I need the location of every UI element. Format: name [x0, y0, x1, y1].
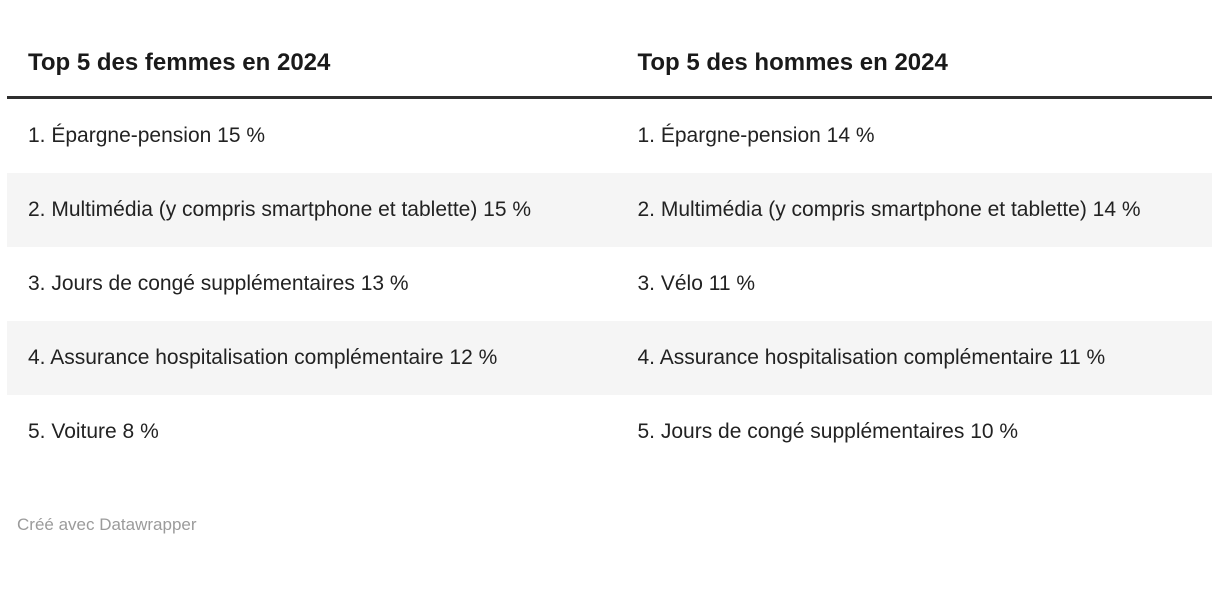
column-header-hommes: Top 5 des hommes en 2024 — [609, 26, 1212, 99]
table-cell: 1. Épargne-pension 15 % — [28, 124, 265, 147]
table-cell: 4. Assurance hospitalisation complémenta… — [7, 321, 610, 395]
column-header-femmes: Top 5 des femmes en 2024 — [7, 26, 610, 99]
chart-footer: Créé avec Datawrapper — [17, 514, 1212, 535]
table-cell: 3. Jours de congé supplémentaires 13 % — [28, 272, 409, 295]
table-row: 5. Voiture 8 % 5. Jours de congé supplém… — [7, 395, 1212, 469]
table-cell: 1. Épargne-pension 14 % — [637, 124, 875, 147]
table-header: Top 5 des femmes en 2024 Top 5 des homme… — [7, 26, 1212, 99]
table-cell: 2. Multimédia (y compris smartphone et t… — [7, 173, 610, 247]
table-cell: 2. Multimédia (y compris smartphone et t… — [609, 173, 1212, 247]
top5-benefits-table: Top 5 des femmes en 2024 Top 5 des homme… — [7, 26, 1212, 469]
table-cell: 4. Assurance hospitalisation complémenta… — [609, 321, 1212, 395]
table-row: 2. Multimédia (y compris smartphone et t… — [7, 173, 1212, 247]
header-row: Top 5 des femmes en 2024 Top 5 des homme… — [7, 26, 1212, 99]
table-cell: 5. Voiture 8 % — [28, 420, 159, 443]
datawrapper-attribution-link[interactable]: Créé avec Datawrapper — [17, 515, 197, 534]
table-body: 1. Épargne-pension 15 % 1. Épargne-pensi… — [7, 98, 1212, 470]
table-row: 1. Épargne-pension 15 % 1. Épargne-pensi… — [7, 98, 1212, 174]
table-cell: 3. Vélo 11 % — [637, 272, 756, 295]
table-row: 3. Jours de congé supplémentaires 13 % 3… — [7, 247, 1212, 321]
table-cell: 5. Jours de congé supplémentaires 10 % — [637, 420, 1019, 443]
table-row: 4. Assurance hospitalisation complémenta… — [7, 321, 1212, 395]
